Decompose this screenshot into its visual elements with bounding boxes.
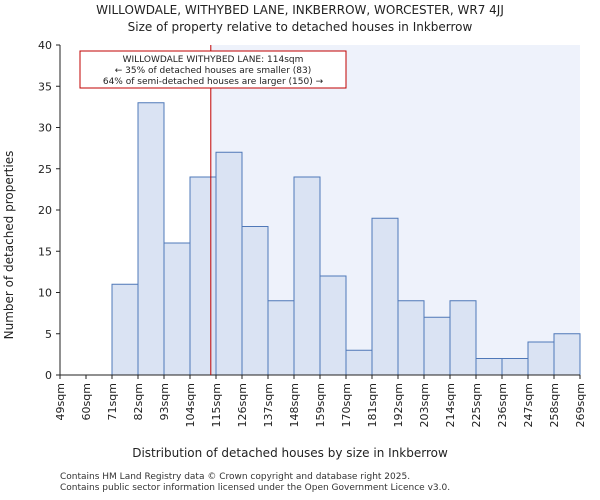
- x-tick-label: 137sqm: [262, 383, 275, 427]
- footer-line-1: Contains HM Land Registry data © Crown c…: [60, 472, 411, 482]
- x-tick-label: 49sqm: [54, 383, 67, 420]
- histogram-bar: [319, 275, 347, 376]
- y-tick-label: 35: [38, 80, 52, 93]
- x-tick-label: 203sqm: [418, 383, 431, 427]
- histogram-bar: [111, 283, 139, 376]
- y-tick-label: 30: [38, 122, 52, 135]
- y-tick-label: 25: [38, 163, 52, 176]
- x-tick-label: 71sqm: [106, 383, 119, 420]
- histogram-bar: [449, 300, 477, 376]
- x-tick-label: 148sqm: [288, 383, 301, 427]
- y-tick-label: 15: [38, 245, 52, 258]
- histogram-bar: [189, 176, 217, 376]
- histogram-bar: [527, 341, 555, 376]
- annotation-box: [79, 50, 347, 89]
- x-tick-label: 115sqm: [210, 383, 223, 427]
- histogram-bar: [501, 358, 529, 376]
- x-tick-label: 192sqm: [392, 383, 405, 427]
- x-tick-label: 104sqm: [184, 383, 197, 427]
- x-tick-label: 214sqm: [444, 383, 457, 427]
- y-tick-label: 0: [45, 369, 52, 382]
- x-tick-label: 181sqm: [366, 383, 379, 427]
- x-axis-label: Distribution of detached houses by size …: [132, 446, 448, 460]
- x-tick-label: 247sqm: [522, 383, 535, 427]
- x-tick-label: 93sqm: [158, 383, 171, 420]
- histogram-bar: [241, 226, 269, 376]
- histogram-bar: [267, 300, 295, 376]
- chart-subtitle: Size of property relative to detached ho…: [127, 20, 473, 34]
- x-tick-label: 269sqm: [574, 383, 587, 427]
- annotation-line-2: ← 35% of detached houses are smaller (83…: [115, 66, 312, 76]
- histogram-bar: [553, 333, 581, 376]
- histogram-bar: [215, 151, 243, 376]
- x-tick-label: 82sqm: [132, 383, 145, 420]
- chart-title: WILLOWDALE, WITHYBED LANE, INKBERROW, WO…: [96, 3, 504, 17]
- histogram-bar: [293, 176, 321, 376]
- annotation-line-3: 64% of semi-detached houses are larger (…: [103, 77, 324, 87]
- x-tick-label: 225sqm: [470, 383, 483, 427]
- histogram-bar: [423, 316, 451, 376]
- histogram-bar: [475, 358, 503, 376]
- histogram-bar: [345, 349, 373, 376]
- annotation-line-1: WILLOWDALE WITHYBED LANE: 114sqm: [123, 55, 304, 65]
- footer-line-2: Contains public sector information licen…: [60, 483, 451, 493]
- y-tick-label: 20: [38, 204, 52, 217]
- x-tick-label: 60sqm: [80, 383, 93, 420]
- x-tick-label: 236sqm: [496, 383, 509, 427]
- histogram-bar: [397, 300, 425, 376]
- x-tick-label: 126sqm: [236, 383, 249, 427]
- x-tick-label: 258sqm: [548, 383, 561, 427]
- y-tick-label: 5: [45, 328, 52, 341]
- x-tick-label: 170sqm: [340, 383, 353, 427]
- histogram-bar: [371, 217, 399, 376]
- histogram-bar: [137, 102, 165, 376]
- histogram-bar: [163, 242, 191, 376]
- y-tick-label: 40: [38, 39, 52, 52]
- y-tick-label: 10: [38, 287, 52, 300]
- x-tick-label: 159sqm: [314, 383, 327, 427]
- y-axis-label: Number of detached properties: [2, 151, 16, 340]
